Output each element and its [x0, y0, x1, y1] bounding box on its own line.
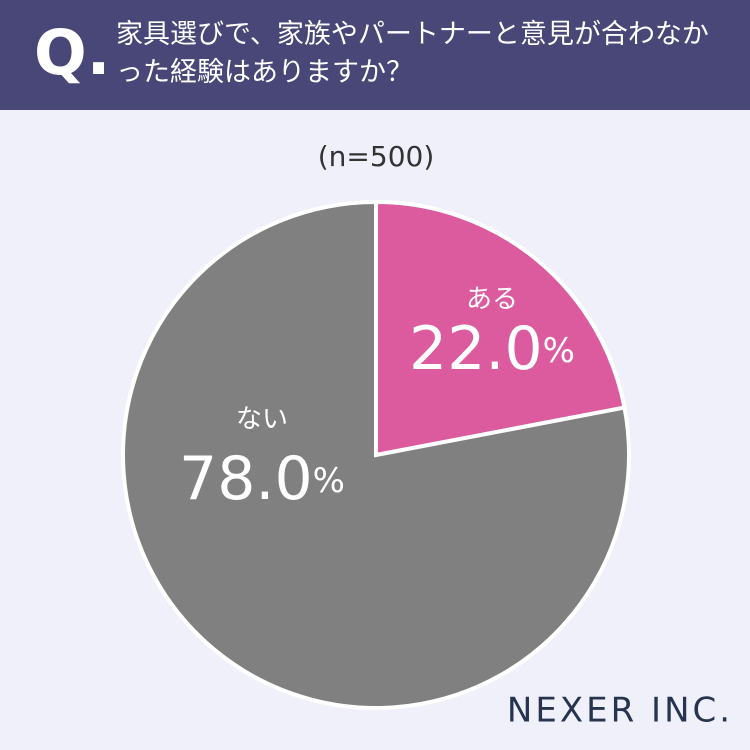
- slice-category: ない: [236, 405, 288, 435]
- slice-category: ある: [466, 285, 518, 315]
- slice-value-label: 78.0%: [179, 444, 345, 514]
- question-mark: Q.: [34, 16, 111, 89]
- pie-slice: [121, 199, 631, 710]
- logo: NEXER INC.: [507, 691, 733, 731]
- header: Q. 家具選びで、家族やパートナーと意見が合わなかった経験はありますか？: [0, 0, 750, 110]
- chart-title: 家具選びで、家族やパートナーと意見が合わなかった経験はありますか？: [116, 19, 709, 88]
- slice-value-label: 22.0%: [409, 314, 575, 384]
- chart-subtitle: (n=500): [318, 140, 435, 173]
- pie-slice: [374, 199, 627, 458]
